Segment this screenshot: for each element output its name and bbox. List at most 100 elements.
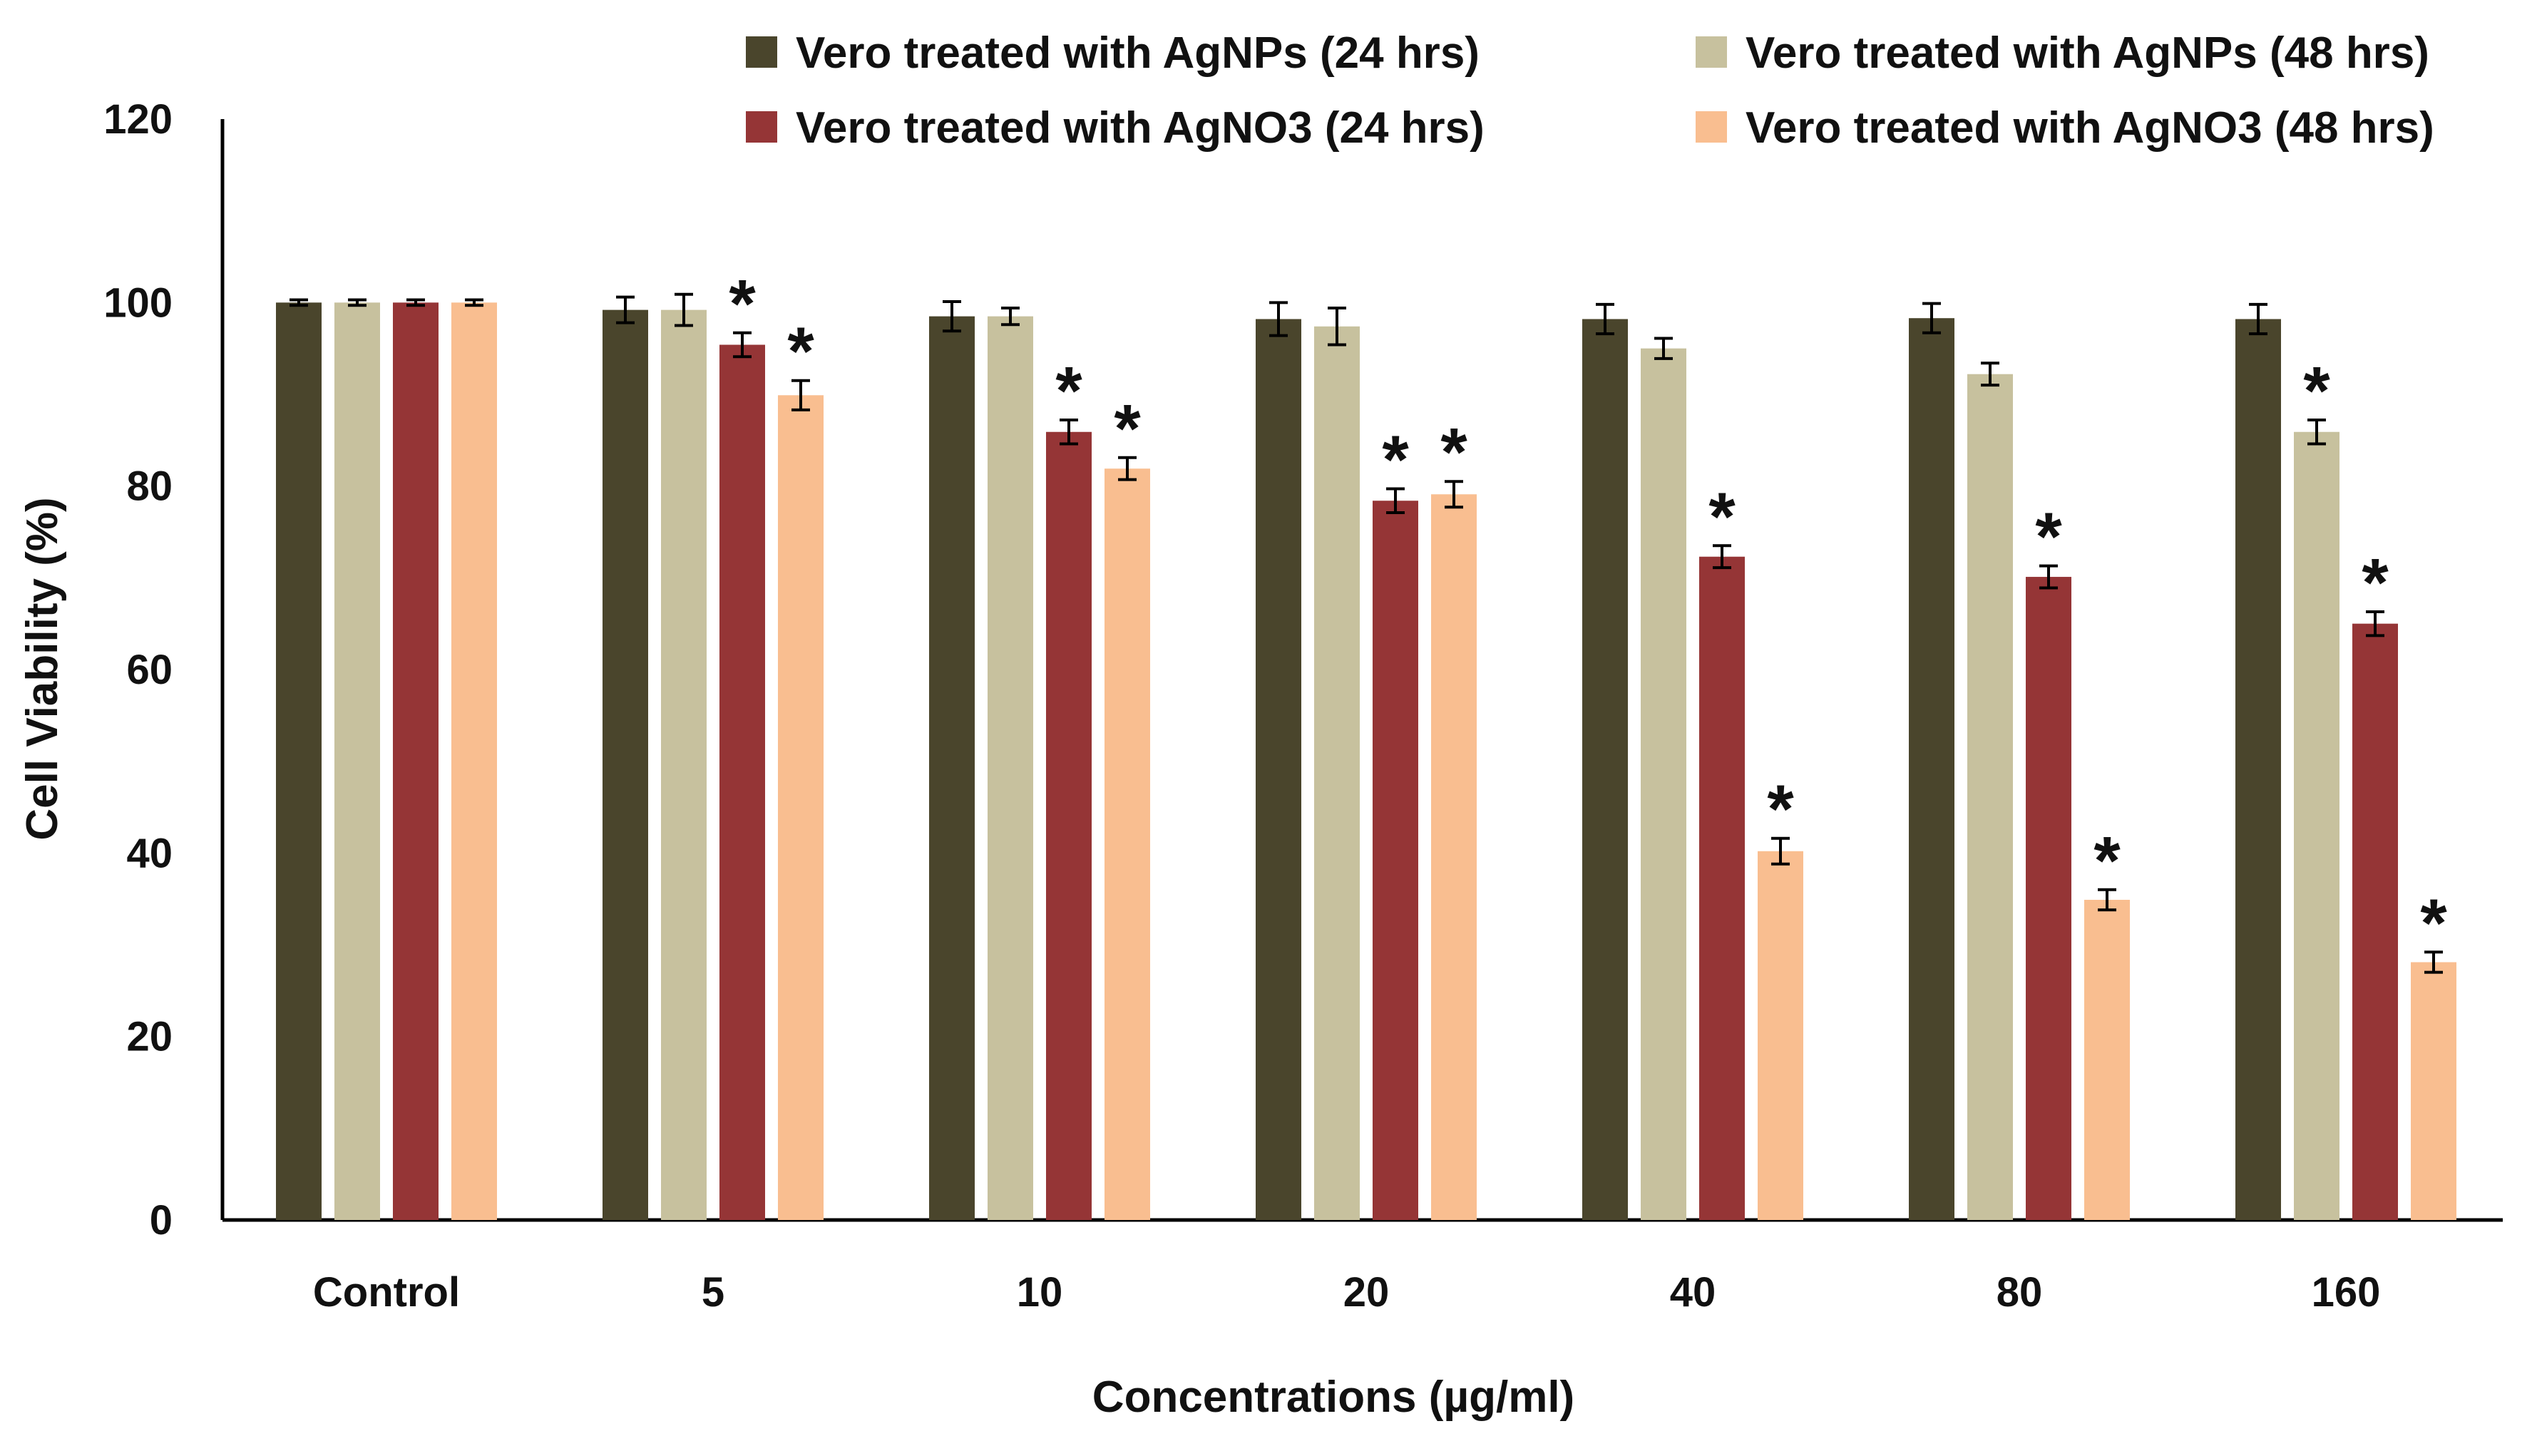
y-axis: 0 20 40 60 80 100 120 (103, 96, 225, 1244)
significance-mark: * (2362, 545, 2389, 621)
bar (661, 309, 707, 1220)
error-bar (348, 298, 367, 307)
legend-item: Vero treated with AgNPs (48 hrs) (1696, 29, 2429, 78)
y-tick-label: 0 (150, 1197, 173, 1244)
legend-swatch (1696, 36, 1727, 68)
bar (1373, 501, 1418, 1220)
legend-item: Vero treated with AgNO3 (48 hrs) (1696, 103, 2434, 153)
significance-mark: * (2420, 885, 2447, 961)
significance-mark: * (1440, 414, 1467, 491)
significance-mark: * (1114, 391, 1141, 467)
y-tick-label: 20 (126, 1014, 173, 1060)
x-axis: Control 5 10 20 40 80 160 (222, 1218, 2503, 1316)
significance-mark: * (787, 314, 814, 390)
legend-item: Vero treated with AgNO3 (24 hrs) (746, 103, 1485, 153)
error-bar (2039, 564, 2058, 590)
legend: Vero treated with AgNPs (24 hrs) Vero tre… (746, 29, 2434, 153)
bar (603, 309, 648, 1220)
bar (929, 316, 975, 1221)
x-axis-title: Concentrations (µg/ml) (1092, 1373, 1574, 1422)
error-bar (1386, 487, 1405, 514)
bar (2294, 431, 2339, 1220)
error-bar (406, 298, 425, 307)
error-bar (1713, 544, 1731, 570)
bar (1699, 556, 1745, 1220)
y-tick-label: 40 (126, 830, 173, 876)
y-tick-label: 120 (103, 96, 173, 143)
bar (988, 316, 1033, 1221)
bar (334, 302, 380, 1220)
error-bar (289, 298, 308, 307)
error-bar (1981, 362, 1999, 387)
legend-swatch (1696, 111, 1727, 143)
bar (2026, 577, 2071, 1220)
error-bar (1922, 302, 1941, 334)
error-bar (675, 292, 693, 327)
error-bar (1596, 302, 1614, 336)
bar (1641, 348, 1686, 1221)
error-bar (1269, 301, 1288, 337)
y-tick-label: 80 (126, 463, 173, 510)
error-bar (733, 331, 752, 359)
bar (1909, 318, 1954, 1220)
significance-mark: * (1382, 422, 1409, 498)
significance-mark: * (2303, 353, 2330, 429)
error-bar (2307, 419, 2326, 446)
x-tick-label: 160 (2312, 1269, 2381, 1316)
error-bar (943, 300, 961, 333)
bar (778, 395, 824, 1221)
error-bar (1445, 480, 1463, 509)
bar (2411, 962, 2456, 1220)
error-bar (1328, 307, 1346, 347)
error-bar (1118, 456, 1137, 481)
x-tick-label: 80 (1997, 1269, 2043, 1316)
legend-label: Vero treated with AgNPs (24 hrs) (796, 29, 1480, 78)
bar (2235, 319, 2281, 1220)
legend-label: Vero treated with AgNO3 (48 hrs) (1746, 103, 2434, 153)
error-bar (2366, 610, 2384, 637)
y-tick-label: 100 (103, 280, 173, 326)
bar (2352, 623, 2398, 1220)
error-bar (2424, 950, 2443, 974)
bar (276, 302, 322, 1220)
legend-swatch (746, 36, 777, 68)
legend-swatch (746, 111, 777, 143)
x-tick-label: 5 (702, 1269, 724, 1316)
significance-mark: * (1767, 771, 1794, 848)
legend-item: Vero treated with AgNPs (24 hrs) (746, 29, 1480, 78)
legend-label: Vero treated with AgNO3 (24 hrs) (796, 103, 1485, 153)
bar (1967, 374, 2013, 1220)
bar (451, 302, 497, 1220)
error-bar (1001, 307, 1020, 327)
error-bar (616, 295, 635, 324)
significance-mark: * (2035, 499, 2062, 575)
error-bar (1771, 836, 1790, 866)
bar (393, 302, 439, 1220)
significance-mark: * (729, 266, 756, 342)
error-bar-group (289, 292, 2443, 974)
error-bar (2249, 302, 2267, 336)
bar-series-group (276, 302, 2456, 1221)
error-bar (2098, 888, 2116, 912)
bar (1758, 851, 1803, 1220)
bar (1256, 319, 1301, 1220)
significance-mark: * (1055, 353, 1082, 429)
significance-mark-group: * * * * * * * * * * * * * (729, 266, 2447, 962)
bar (1582, 319, 1628, 1220)
x-tick-label: Control (313, 1269, 460, 1316)
bar (2084, 899, 2130, 1220)
y-axis-title: Cell Viability (%) (18, 497, 67, 840)
error-bar (1060, 419, 1078, 446)
significance-mark: * (2093, 823, 2121, 899)
bar (719, 344, 765, 1220)
significance-mark: * (1708, 478, 1736, 555)
bar (1105, 468, 1150, 1220)
legend-label: Vero treated with AgNPs (48 hrs) (1746, 29, 2429, 78)
error-bar (465, 298, 483, 307)
x-tick-label: 40 (1670, 1269, 1716, 1316)
bar (1314, 326, 1360, 1221)
error-bar (791, 379, 810, 411)
bar (1431, 494, 1477, 1220)
bar (1046, 431, 1092, 1220)
